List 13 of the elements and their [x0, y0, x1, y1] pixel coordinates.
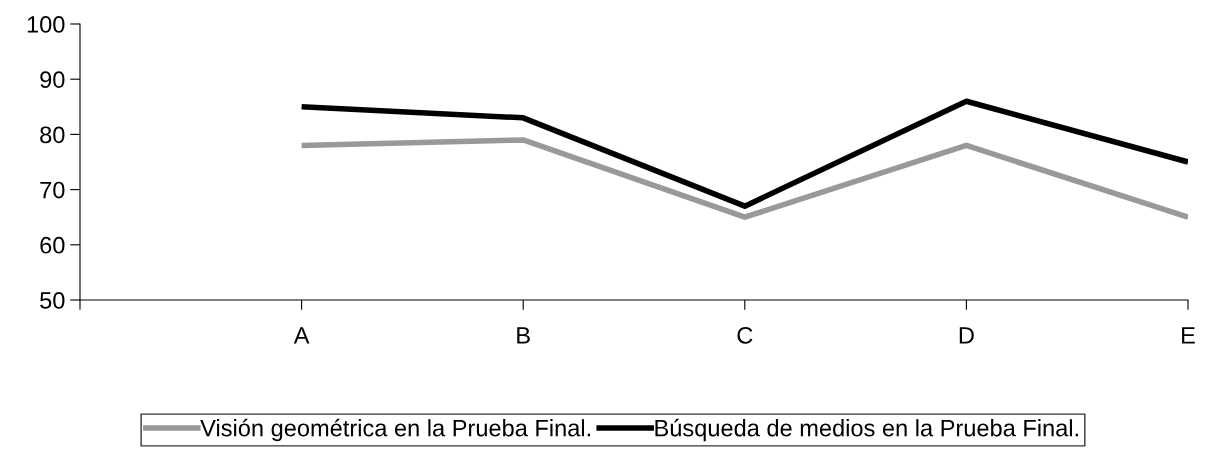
y-tick-label: 60 — [40, 236, 65, 254]
x-tick-label: C — [737, 327, 753, 344]
x-tick-label: A — [293, 327, 310, 344]
y-tick-label: 90 — [40, 71, 65, 88]
legend-label: Búsqueda de medios en la Prueba Final. — [655, 418, 1078, 442]
x-tick-label: D — [959, 327, 974, 344]
y-tick-label: 70 — [40, 181, 65, 199]
y-tick-label: 80 — [40, 126, 65, 144]
x-tick-label: B — [517, 327, 530, 344]
y-tick-label: 50 — [40, 292, 65, 309]
legend-label: Visión geométrica en la Prueba Final. — [200, 418, 590, 442]
x-tick-label: E — [1182, 327, 1195, 344]
y-tick-label: 100 — [27, 16, 65, 33]
